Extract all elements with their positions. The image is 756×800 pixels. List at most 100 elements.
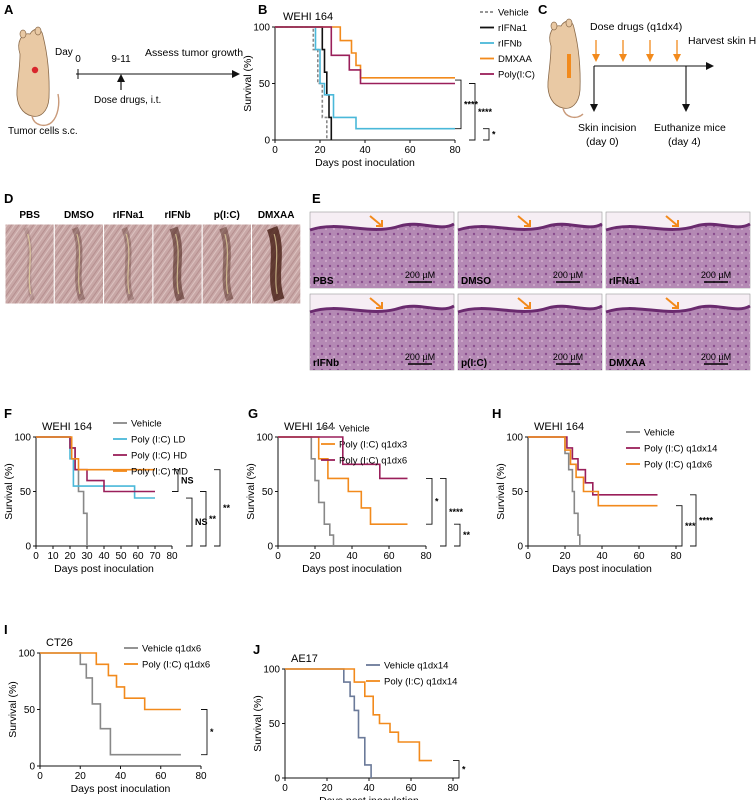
y-tick-label: 0 <box>267 542 273 553</box>
x-tick-label: 20 <box>321 783 333 794</box>
photo-5: p(I:C) <box>201 210 252 305</box>
legend-label: Vehicle <box>644 428 675 439</box>
series-line-1 <box>275 26 328 140</box>
x-tick-label: 60 <box>633 551 645 562</box>
x-tick-label: 20 <box>314 145 326 156</box>
significance-bracket <box>690 494 697 547</box>
series-line-2 <box>285 668 432 762</box>
histology-tile-5: p(I:C) 200 µM <box>457 293 603 371</box>
x-axis-label: Days post inoculation <box>54 563 154 575</box>
y-tick-label: 100 <box>18 649 35 660</box>
day-0-label: 0 <box>75 54 81 65</box>
harvest-label: Harvest skin H&E analysis <box>688 35 756 47</box>
x-tick-label: 80 <box>447 783 459 794</box>
significance-bracket <box>469 83 476 141</box>
x-tick-label: 20 <box>75 771 87 782</box>
chart-title: WEHI 164 <box>42 421 92 433</box>
photo-strip-d: PBS DMSO rIFNa1 rIFNb p(I:C) DMXAA <box>4 210 302 305</box>
panel-label-i: I <box>4 622 8 637</box>
arrow-icon <box>665 215 679 227</box>
arrow-icon <box>369 297 383 309</box>
legend-label: Vehicle q1dx6 <box>142 644 201 655</box>
legend-label: rIFNa1 <box>498 23 527 34</box>
photo-3: rIFNa1 <box>103 210 154 305</box>
tumor-dot <box>31 66 39 74</box>
x-tick-label: 20 <box>559 551 571 562</box>
legend-label: rIFNb <box>498 39 522 50</box>
scale-bar-label: 200 µM <box>553 270 583 280</box>
series-line-1 <box>40 652 181 756</box>
x-tick-label: 0 <box>525 551 531 562</box>
legend-label: Poly (I:C) HD <box>131 451 187 462</box>
chart-title: CT26 <box>46 637 73 649</box>
significance-label: **** <box>464 99 479 109</box>
x-axis-label: Days post inoculation <box>302 563 402 575</box>
y-tick-label: 50 <box>24 705 36 716</box>
legend-label: Vehicle <box>131 419 162 430</box>
photo-label-4: rIFNb <box>164 210 190 221</box>
chart-i: I CT26 0 50 100 0 20 40 60 80 Days post inoculatio… <box>4 622 214 795</box>
photo-label-2: DMSO <box>64 210 94 221</box>
significance-bracket <box>455 79 462 130</box>
photo-4: rIFNb <box>152 210 203 305</box>
y-axis-label: Survival (%) <box>3 463 15 520</box>
series-line-2 <box>275 26 333 140</box>
x-tick-label: 40 <box>359 145 371 156</box>
x-tick-label: 50 <box>115 551 127 562</box>
significance-label: **** <box>478 107 493 117</box>
x-tick-label: 0 <box>272 145 278 156</box>
y-axis-label: Survival (%) <box>245 463 257 520</box>
x-axis-label: Days post inoculation <box>552 563 652 575</box>
x-tick-label: 40 <box>115 771 127 782</box>
arrow-icon <box>369 215 383 227</box>
significance-label: NS <box>195 517 208 527</box>
chart-b: B WEHI 164 0 50 100 0 20 40 60 80 Days post inocul… <box>242 2 535 169</box>
chart-g: G WEHI 164 0 50 100 0 20 40 60 80 Days post inocul… <box>245 406 471 575</box>
x-tick-label: 80 <box>420 551 432 562</box>
x-tick-label: 0 <box>37 771 43 782</box>
euthanize-label: Euthanize mice <box>654 122 726 134</box>
legend-label: Poly (I:C) q1dx14 <box>384 677 457 688</box>
series-line-2 <box>278 436 408 525</box>
x-tick-label: 20 <box>64 551 76 562</box>
x-tick-label: 80 <box>166 551 178 562</box>
significance-bracket <box>453 760 460 779</box>
y-tick-label: 0 <box>517 542 523 553</box>
histology-label-3: rIFNa1 <box>609 276 641 287</box>
x-axis-label: Days post inoculation <box>71 783 171 795</box>
series-line-3 <box>278 436 408 480</box>
significance-label: * <box>462 764 466 774</box>
significance-label: ** <box>223 503 231 513</box>
x-tick-label: 10 <box>47 551 59 562</box>
y-tick-label: 0 <box>274 774 280 785</box>
legend-label: Vehicle <box>498 8 529 19</box>
mouse-illustration <box>16 26 60 127</box>
y-tick-label: 0 <box>29 762 35 773</box>
histology-tile-2: DMSO 200 µM <box>457 211 603 289</box>
significance-bracket <box>214 469 221 547</box>
legend-label: Poly (I:C) q1dx6 <box>644 460 712 471</box>
series-line-2 <box>40 652 181 711</box>
significance-label: *** <box>685 521 696 531</box>
scale-bar-label: 200 µM <box>701 270 731 280</box>
x-tick-label: 80 <box>449 145 461 156</box>
x-tick-label: 0 <box>275 551 281 562</box>
significance-label: * <box>210 727 214 737</box>
series-line-5 <box>275 26 455 85</box>
y-axis-label: Survival (%) <box>242 55 254 112</box>
panel-label-h: H <box>492 406 501 421</box>
legend-label: Poly (I:C) MD <box>131 467 188 478</box>
mouse-illustration-c <box>547 18 584 119</box>
series-line-1 <box>285 668 372 778</box>
x-axis-label: Days post inoculation <box>315 157 415 169</box>
panel-label-f: F <box>4 406 12 421</box>
day-label: Day <box>55 47 73 58</box>
x-tick-label: 60 <box>132 551 144 562</box>
euthanize-day-label: (day 4) <box>668 136 701 148</box>
histology-label-6: DMXAA <box>609 358 646 369</box>
photo-label-1: PBS <box>19 210 40 221</box>
x-tick-label: 30 <box>81 551 93 562</box>
incision-day-label: (day 0) <box>586 136 619 148</box>
x-tick-label: 60 <box>404 145 416 156</box>
